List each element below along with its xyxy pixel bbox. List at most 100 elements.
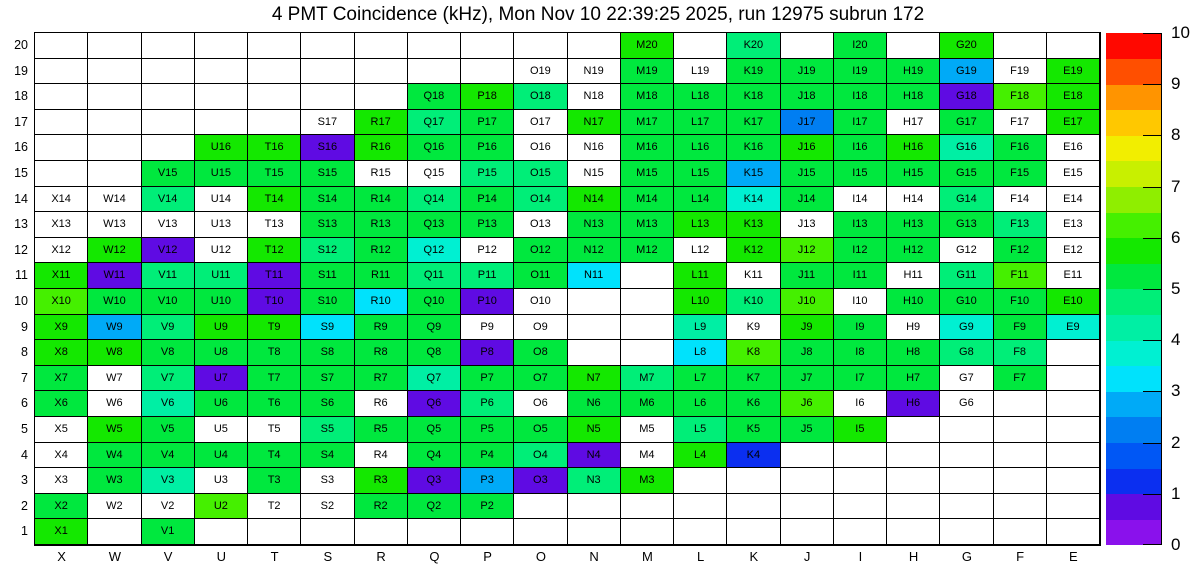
heatmap-cell: S17	[301, 109, 355, 136]
heatmap-cell: V10	[141, 289, 195, 315]
heatmap-cell: J17	[780, 109, 834, 136]
colorbar-tick	[1143, 237, 1161, 239]
heatmap-cell: X3	[35, 468, 89, 494]
heatmap-cell-empty	[940, 468, 994, 494]
y-axis-label: 12	[14, 242, 28, 257]
heatmap-cell: W9	[88, 314, 142, 341]
heatmap-cell: F11	[993, 263, 1047, 289]
x-axis-label: X	[57, 549, 66, 564]
colorbar-segment	[1106, 468, 1161, 495]
heatmap-cell: R4	[354, 442, 408, 469]
heatmap-cell: H7	[887, 365, 941, 392]
heatmap-cell: H15	[887, 161, 941, 187]
heatmap-cell-empty	[567, 493, 621, 520]
heatmap-cell-empty	[35, 109, 89, 136]
heatmap-cell: S3	[301, 468, 355, 494]
heatmap-cell: N5	[567, 417, 621, 443]
colorbar-tick-label: 1	[1171, 483, 1181, 503]
heatmap-cell: R8	[354, 340, 408, 366]
heatmap-cell: L10	[674, 289, 728, 315]
x-axis-label: I	[858, 549, 863, 564]
heatmap-cell: X12	[35, 237, 89, 264]
y-axis-label: 8	[21, 345, 28, 360]
heatmap-cell-empty	[887, 493, 941, 520]
heatmap-cell-empty	[1046, 340, 1100, 366]
colorbar-tick	[1143, 442, 1161, 444]
heatmap-cell-empty	[887, 519, 941, 545]
heatmap-cell-empty	[514, 493, 568, 520]
heatmap-cell: O11	[514, 263, 568, 289]
colorbar-tick-label: 6	[1171, 227, 1181, 247]
heatmap-cell: I20	[833, 33, 887, 59]
heatmap-cell: U13	[194, 212, 248, 238]
heatmap-cell: R7	[354, 365, 408, 392]
heatmap-cell: J7	[780, 365, 834, 392]
heatmap-cell: M5	[620, 417, 674, 443]
heatmap-cell-empty	[514, 33, 568, 59]
colorbar-tick	[1143, 544, 1161, 545]
heatmap-cell: G16	[940, 135, 994, 161]
heatmap-cell: R14	[354, 186, 408, 213]
heatmap-cell: V12	[141, 237, 195, 264]
heatmap-cell: K5	[727, 417, 781, 443]
heatmap-cell: J6	[780, 391, 834, 417]
heatmap-cell-empty	[674, 519, 728, 545]
x-axis-label: H	[908, 549, 919, 564]
heatmap-cell-empty	[1046, 493, 1100, 520]
heatmap-cell: E17	[1046, 109, 1100, 136]
heatmap-cell: M14	[620, 186, 674, 213]
heatmap-cell-empty	[993, 391, 1047, 417]
y-axis-label: 10	[14, 294, 28, 308]
heatmap-cell: O15	[514, 161, 568, 187]
heatmap-cell: G7	[940, 365, 994, 392]
heatmap-cell: L17	[674, 109, 728, 136]
heatmap-cell: K13	[727, 212, 781, 238]
heatmap-cell: V14	[141, 186, 195, 213]
y-axis-label: 6	[21, 396, 28, 411]
heatmap-cell: H19	[887, 58, 941, 85]
colorbar-segment	[1106, 109, 1161, 136]
heatmap-cell: H9	[887, 314, 941, 341]
colorbar-tick-label: 2	[1171, 432, 1181, 452]
heatmap-cell-empty	[833, 468, 887, 494]
heatmap-cell: E15	[1046, 161, 1100, 187]
heatmap-cell: Q16	[407, 135, 461, 161]
heatmap-cell: P14	[461, 186, 515, 213]
heatmap-cell: V4	[141, 442, 195, 469]
heatmap-cell-empty	[141, 33, 195, 59]
heatmap-cell: G9	[940, 314, 994, 341]
x-axis-label: R	[376, 549, 386, 564]
heatmap-cell-empty	[993, 519, 1047, 545]
heatmap-cell: V2	[141, 493, 195, 520]
heatmap-cell: H10	[887, 289, 941, 315]
heatmap-cell: U3	[194, 468, 248, 494]
heatmap-cell: F10	[993, 289, 1047, 315]
heatmap-cell-empty	[1046, 33, 1100, 59]
heatmap-cell: L5	[674, 417, 728, 443]
heatmap-cell: R13	[354, 212, 408, 238]
heatmap-cell-empty	[780, 442, 834, 469]
colorbar-segment	[1106, 58, 1161, 85]
heatmap-cell: O5	[514, 417, 568, 443]
heatmap-cell: R11	[354, 263, 408, 289]
heatmap-cell: N14	[567, 186, 621, 213]
heatmap-cell: M15	[620, 161, 674, 187]
heatmap-cell: T8	[248, 340, 302, 366]
heatmap-cell: N7	[567, 365, 621, 392]
heatmap-cell: O12	[514, 237, 568, 264]
y-axis-label: 18	[14, 89, 28, 104]
heatmap-cell: R6	[354, 391, 408, 417]
heatmap-cell-empty	[993, 442, 1047, 469]
plot-frame	[34, 32, 1101, 546]
heatmap-cell: L6	[674, 391, 728, 417]
colorbar-segment	[1106, 237, 1161, 264]
heatmap-cell-empty	[88, 161, 142, 187]
heatmap-cell: U11	[194, 263, 248, 289]
heatmap-cell: M20	[620, 33, 674, 59]
heatmap-cell-empty	[88, 58, 142, 85]
heatmap-cell-empty	[461, 519, 515, 545]
heatmap-cell: N3	[567, 468, 621, 494]
heatmap-cell: R9	[354, 314, 408, 341]
heatmap-cell: E12	[1046, 237, 1100, 264]
